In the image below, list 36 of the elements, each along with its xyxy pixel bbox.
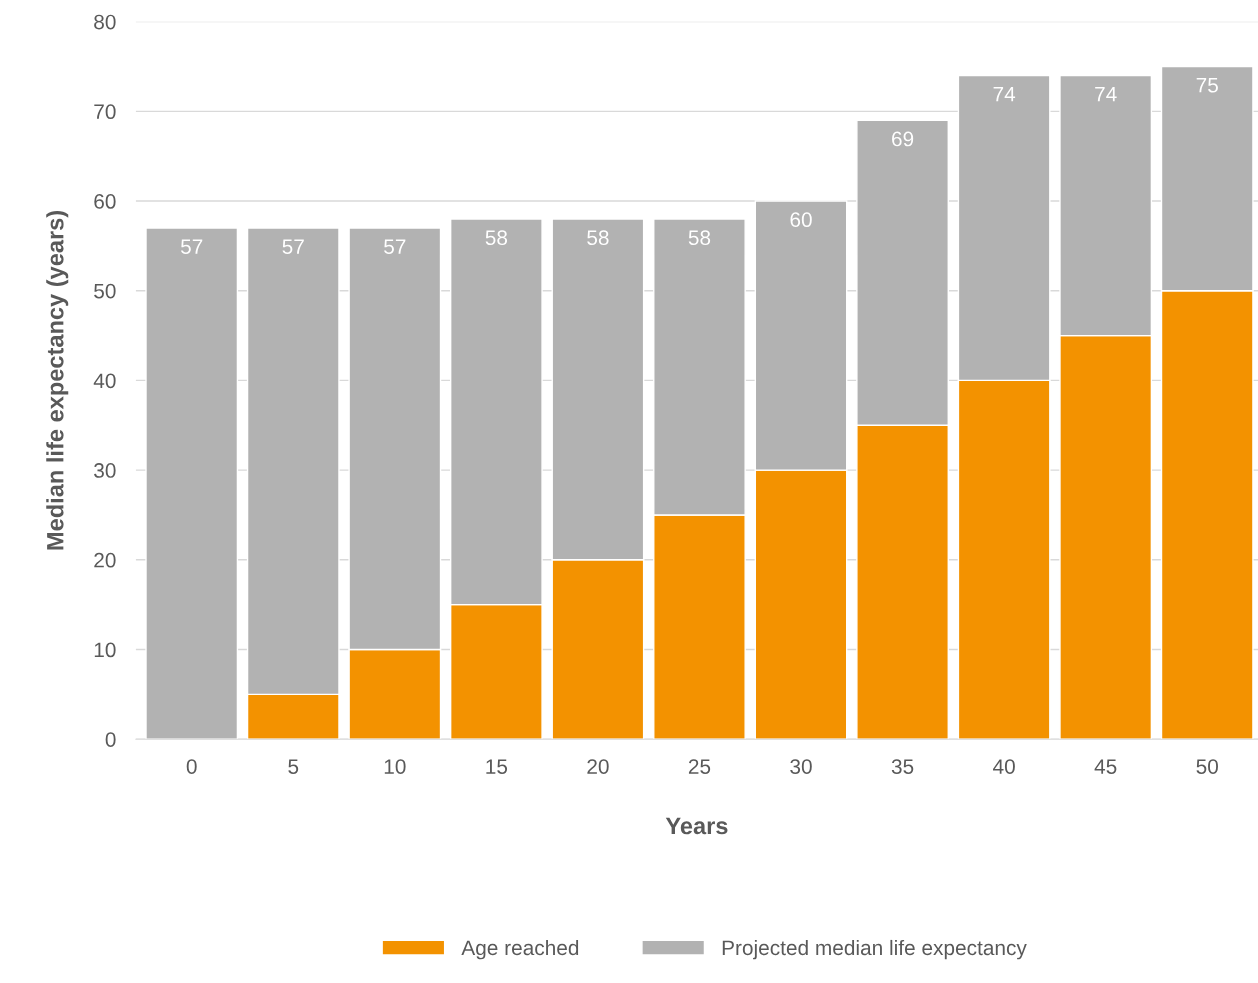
total-label: 58 — [688, 230, 711, 246]
total-label: 69 — [892, 131, 914, 147]
total-label: 60 — [790, 212, 812, 228]
total-label: 74 — [1095, 86, 1117, 102]
x-tick-label: 30 — [790, 759, 812, 774]
y-tick-label: 50 — [94, 283, 116, 299]
y-tick-label: 0 — [105, 732, 116, 747]
y-tick-label: 20 — [94, 552, 116, 568]
x-tick-label: 50 — [1196, 759, 1218, 774]
x-tick-label: 35 — [891, 759, 914, 774]
y-tick-label: 40 — [93, 373, 116, 389]
total-label: 58 — [485, 230, 508, 246]
x-axis-title: Years — [665, 817, 728, 835]
total-label: 75 — [1196, 78, 1218, 93]
total-label: 74 — [993, 86, 1016, 102]
total-label: 57 — [384, 239, 406, 254]
y-tick-label: 30 — [94, 463, 116, 478]
x-tick-label: 20 — [587, 759, 609, 774]
legend-label: Projected median life expectancy — [722, 939, 1027, 960]
y-tick-label: 10 — [94, 642, 116, 658]
x-tick-label: 40 — [993, 759, 1015, 774]
bar — [145, 227, 239, 740]
total-label: 57 — [282, 239, 304, 254]
x-tick-label: 45 — [1094, 759, 1117, 774]
x-tick-label: 5 — [288, 759, 299, 774]
total-label: 58 — [587, 230, 609, 246]
y-tick-label: 60 — [94, 194, 116, 209]
legend-label: Age reached — [461, 939, 579, 960]
y-tick-label: 80 — [94, 14, 116, 30]
y-tick-label: 70 — [94, 104, 116, 120]
x-tick-label: 15 — [486, 759, 508, 774]
x-tick-label: 10 — [384, 759, 406, 774]
total-label: 57 — [180, 239, 203, 254]
x-tick-label: 0 — [186, 759, 197, 774]
x-tick-label: 25 — [688, 759, 711, 774]
y-axis-title: Median life expectancy (years) — [46, 210, 69, 550]
